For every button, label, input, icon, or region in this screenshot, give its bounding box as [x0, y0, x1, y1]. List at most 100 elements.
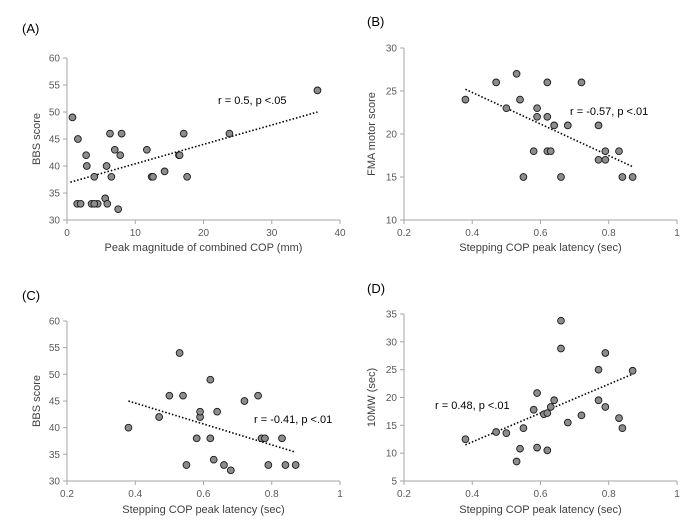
x-tick-label: 0: [64, 228, 70, 239]
data-point: [179, 129, 188, 138]
y-tick-label: 40: [49, 423, 61, 434]
y-tick-label: 50: [49, 108, 61, 119]
chart-panel-1: 30 35 40 45 50 55 60 0 10 20 30 40 Peak magnitude of…: [22, 21, 346, 254]
data-point: [175, 349, 184, 357]
data-point: [502, 104, 511, 113]
data-point: [543, 446, 552, 455]
data-point: [557, 173, 565, 181]
data-point: [615, 147, 623, 156]
data-point: [107, 172, 116, 181]
data-point: [533, 389, 541, 397]
data-point: [557, 344, 565, 353]
y-tick-label: 35: [49, 189, 61, 200]
x-tick-label: 0.8: [602, 228, 616, 239]
data-point: [281, 461, 290, 469]
panel-label: (A): [22, 21, 39, 36]
correlation-annotation: r = -0.41, p <.01: [254, 414, 332, 426]
y-axis-label: FMA motor score: [366, 92, 378, 176]
y-tick-label: 50: [49, 370, 61, 381]
x-tick-label: 1: [337, 489, 343, 500]
data-point: [543, 112, 552, 121]
panel-label: (D): [367, 281, 385, 296]
x-tick-label: 0.4: [465, 489, 479, 500]
data-point: [143, 145, 151, 154]
x-axis-label: Stepping COP peak latency (sec): [122, 504, 284, 516]
x-tick-label: 0.4: [128, 489, 142, 500]
trendline: [128, 400, 296, 453]
data-point: [206, 434, 215, 443]
y-tick-label: 15: [386, 173, 398, 184]
x-tick-label: 1: [674, 228, 680, 239]
data-point: [546, 403, 555, 411]
data-point: [103, 199, 112, 208]
y-tick-label: 10: [386, 216, 398, 227]
x-tick-label: 1: [674, 489, 680, 500]
data-point: [124, 423, 133, 432]
y-tick-label: 25: [386, 87, 398, 98]
data-point: [502, 429, 511, 437]
data-point: [543, 78, 552, 87]
x-tick-label: 40: [334, 228, 346, 239]
data-point: [601, 403, 610, 411]
data-point: [196, 407, 204, 416]
x-tick-label: 0.8: [265, 489, 279, 500]
data-point: [519, 424, 528, 432]
data-point: [461, 95, 470, 104]
data-point: [577, 411, 586, 420]
y-axis-label: BBS score: [31, 113, 43, 165]
data-point: [82, 162, 91, 170]
data-point: [550, 396, 559, 405]
data-point: [117, 129, 126, 138]
data-point: [182, 461, 191, 469]
data-point: [550, 121, 559, 130]
y-tick-label: 60: [49, 54, 61, 65]
y-tick-label: 55: [49, 81, 61, 92]
data-point: [461, 435, 470, 444]
data-point: [278, 434, 286, 443]
data-point: [160, 167, 169, 176]
x-tick-label: 0.6: [534, 228, 548, 239]
data-point: [90, 199, 99, 208]
y-tick-label: 15: [386, 421, 398, 432]
y-tick-label: 55: [49, 343, 61, 354]
y-tick-label: 30: [49, 216, 61, 227]
data-point: [512, 69, 521, 78]
data-point: [261, 434, 269, 443]
x-tick-label: 0.6: [197, 489, 211, 500]
x-axis-label: Stepping COP peak latency (sec): [459, 504, 621, 516]
x-tick-label: 0.2: [397, 228, 411, 239]
x-tick-label: 20: [198, 228, 210, 239]
data-point: [594, 365, 603, 374]
data-point: [114, 205, 123, 214]
data-point: [618, 173, 627, 181]
data-point: [82, 151, 90, 160]
data-point: [226, 466, 235, 475]
data-point: [192, 434, 201, 443]
data-point: [563, 121, 572, 130]
data-point: [110, 145, 119, 154]
data-point: [563, 418, 572, 427]
data-point: [313, 86, 322, 95]
data-point: [594, 121, 603, 130]
data-point: [601, 349, 610, 357]
correlation-annotation: r = 0.5, p <.05: [218, 95, 287, 107]
data-point: [546, 147, 555, 156]
trendline: [465, 373, 633, 446]
data-point: [615, 414, 623, 422]
x-tick-label: 0.6: [534, 489, 548, 500]
data-point: [601, 155, 610, 164]
data-point: [557, 316, 565, 325]
data-point: [601, 147, 610, 156]
correlation-annotation: r = 0.48, p <.01: [435, 400, 510, 412]
x-axis-label: Peak magnitude of combined COP (mm): [105, 242, 303, 254]
x-tick-label: 0.8: [602, 489, 616, 500]
data-point: [533, 112, 541, 121]
y-tick-label: 40: [49, 162, 61, 173]
data-point: [76, 199, 85, 208]
data-point: [594, 396, 603, 405]
data-point: [90, 172, 99, 181]
y-axis-label: 10MW (sec): [366, 368, 378, 427]
correlation-annotation: r = -0.57, p <.01: [570, 106, 648, 118]
chart-panel-4: 5 10 15 20 25 30 35 0.2 0.4 0.6 0.8 1 Stepping COP p…: [366, 281, 680, 516]
data-point: [116, 151, 125, 160]
